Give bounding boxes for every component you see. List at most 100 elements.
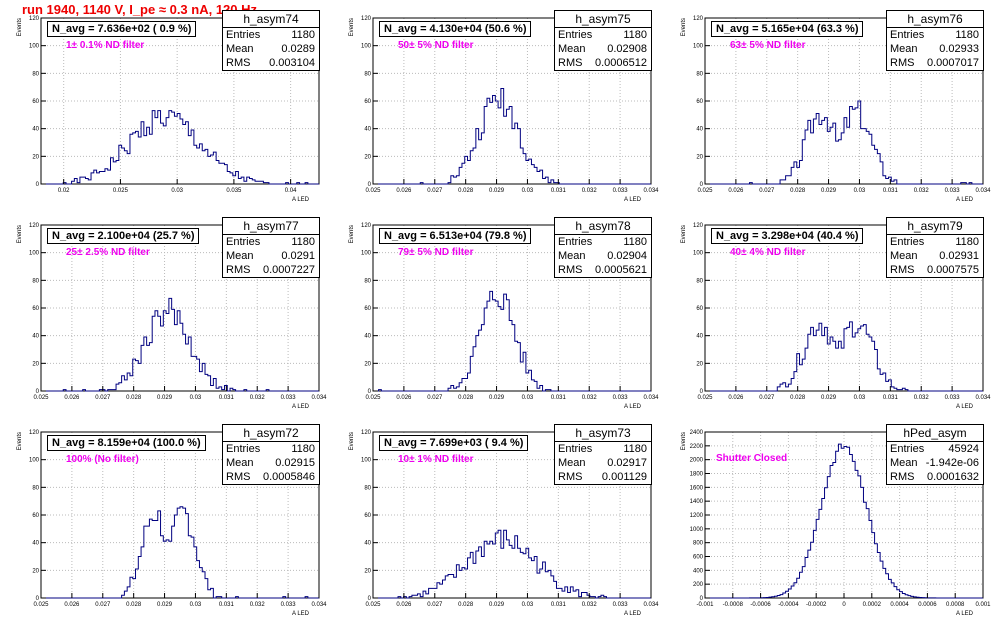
stat-mean-value: 0.02917	[607, 457, 647, 469]
y-tick-label: 100	[29, 458, 40, 464]
y-tick-label: 0	[700, 596, 704, 602]
y-tick-label: 80	[32, 278, 39, 284]
stat-rms-row: RMS 0.0007017	[887, 56, 983, 70]
x-tick-label: 0.029	[821, 188, 837, 194]
x-tick-label: 0.026	[728, 188, 744, 194]
x-tick-label: 0.031	[883, 395, 899, 401]
stat-rms-row: RMS 0.0007575	[887, 263, 983, 277]
x-tick-label: 0.03	[190, 602, 202, 608]
x-tick-label: 0.032	[250, 395, 266, 401]
y-tick-label: 0	[36, 389, 40, 395]
stats-box: h_asym77 Entries 1180 Mean 0.0291 RMS 0.000722…	[222, 217, 320, 278]
y-tick-label: 1600	[690, 485, 704, 491]
histogram-name: h_asym74	[223, 11, 319, 28]
stat-mean-row: Mean -1.942e-06	[887, 456, 983, 470]
stat-mean-label: Mean	[558, 457, 586, 469]
x-tick-label: 0.025	[697, 188, 713, 194]
x-tick-label: -0.001	[696, 602, 714, 608]
stat-mean-value: 0.0291	[281, 250, 315, 262]
filter-label: 10± 1% ND filter	[398, 454, 474, 465]
stat-mean-row: Mean 0.0291	[223, 249, 319, 263]
y-tick-label: 0	[36, 596, 40, 602]
stat-mean-label: Mean	[890, 43, 918, 55]
x-axis-label: A LED	[292, 404, 310, 410]
filter-label: 50± 5% ND filter	[398, 40, 474, 51]
stat-mean-value: -1.942e-06	[925, 457, 979, 469]
stat-entries-value: 1180	[291, 236, 315, 248]
stat-rms-row: RMS 0.003104	[223, 56, 319, 70]
x-tick-label: 0.025	[33, 395, 49, 401]
stat-mean-label: Mean	[226, 457, 254, 469]
y-tick-label: 100	[693, 44, 704, 50]
x-tick-label: 0.025	[113, 188, 129, 194]
stat-mean-value: 0.02908	[607, 43, 647, 55]
y-tick-label: 40	[32, 127, 39, 133]
y-tick-label: 40	[32, 334, 39, 340]
y-tick-label: 0	[368, 182, 372, 188]
x-tick-label: 0.028	[458, 602, 474, 608]
stat-rms-value: 0.003104	[269, 57, 315, 69]
stat-rms-row: RMS 0.0005846	[223, 470, 319, 484]
histogram-line	[373, 88, 651, 185]
y-tick-label: 80	[32, 485, 39, 491]
navg-box: N_avg = 6.513e+04 (79.8 %)	[379, 228, 532, 244]
x-tick-label: 0.029	[489, 188, 505, 194]
histogram-panel: 0.025 0.026 0.027 0.028 0.029 0.03 0.031 0.032 0…	[332, 414, 664, 621]
histogram-name: h_asym75	[555, 11, 651, 28]
stat-entries-label: Entries	[890, 236, 925, 248]
stat-mean-label: Mean	[226, 250, 254, 262]
y-tick-label: 0	[368, 389, 372, 395]
navg-box: N_avg = 4.130e+04 (50.6 %)	[379, 21, 532, 37]
stats-box: h_asym75 Entries 1180 Mean 0.02908 RMS 0.00065…	[554, 10, 652, 71]
stat-rms-label: RMS	[558, 471, 583, 483]
y-tick-label: 2200	[690, 444, 704, 450]
histogram-name: h_asym72	[223, 425, 319, 442]
stat-rms-label: RMS	[558, 264, 583, 276]
y-axis-label: Events	[349, 18, 355, 36]
y-tick-label: 120	[29, 16, 40, 22]
stat-entries-label: Entries	[558, 443, 593, 455]
filter-label: Shutter Closed	[716, 453, 788, 464]
y-axis-label: Events	[17, 18, 23, 36]
y-tick-label: 120	[361, 16, 372, 22]
y-axis-label: Events	[17, 432, 23, 450]
x-tick-label: 0.025	[697, 395, 713, 401]
y-axis-label: Events	[349, 432, 355, 450]
y-tick-label: 80	[364, 71, 371, 77]
stat-entries-value: 1180	[623, 236, 647, 248]
y-tick-label: 60	[696, 99, 703, 105]
stats-box: h_asym78 Entries 1180 Mean 0.02904 RMS 0.00056…	[554, 217, 652, 278]
stat-mean-value: 0.02904	[607, 250, 647, 262]
stat-entries-value: 1180	[623, 443, 647, 455]
x-tick-label: 0.031	[219, 602, 235, 608]
y-tick-label: 0	[700, 389, 704, 395]
y-tick-label: 20	[32, 154, 39, 160]
x-tick-label: 0.033	[945, 188, 961, 194]
histogram-name: h_asym76	[887, 11, 983, 28]
stat-rms-value: 0.0007017	[927, 57, 979, 69]
x-tick-label: 0.033	[281, 602, 297, 608]
y-tick-label: 20	[696, 361, 703, 367]
x-tick-label: 0.033	[613, 395, 629, 401]
histogram-name: h_asym79	[887, 218, 983, 235]
stat-rms-label: RMS	[226, 471, 251, 483]
stats-box: h_asym73 Entries 1180 Mean 0.02917 RMS 0.00112…	[554, 424, 652, 485]
x-tick-label: 0.025	[365, 188, 381, 194]
histogram-panel: 0.025 0.026 0.027 0.028 0.029 0.03 0.031 0.032 0…	[0, 207, 332, 414]
stat-rms-label: RMS	[226, 264, 251, 276]
histogram-panel: 0.025 0.026 0.027 0.028 0.029 0.03 0.031 0.032 0…	[332, 0, 664, 207]
x-tick-label: 0.027	[427, 188, 443, 194]
x-tick-label: 0.027	[95, 602, 111, 608]
y-tick-label: 120	[29, 223, 40, 229]
x-tick-label: 0.026	[728, 395, 744, 401]
stat-mean-row: Mean 0.02915	[223, 456, 319, 470]
y-tick-label: 40	[32, 541, 39, 547]
stat-rms-value: 0.0007227	[263, 264, 315, 276]
x-tick-label: 0.028	[126, 602, 142, 608]
stat-mean-value: 0.02915	[275, 457, 315, 469]
stat-mean-row: Mean 0.02931	[887, 249, 983, 263]
x-tick-label: 0.03	[522, 395, 534, 401]
stat-rms-row: RMS 0.0005621	[555, 263, 651, 277]
y-tick-label: 1400	[690, 499, 704, 505]
x-tick-label: 0.03	[854, 188, 866, 194]
